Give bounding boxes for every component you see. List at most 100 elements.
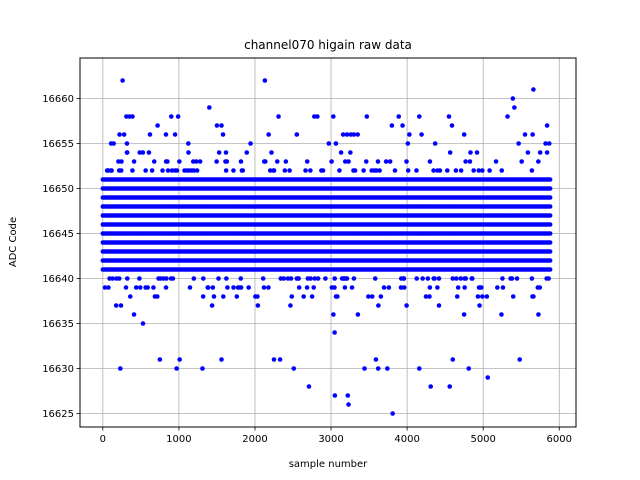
data-point: [463, 159, 468, 164]
data-point: [172, 132, 178, 137]
data-point: [332, 330, 337, 335]
data-point: [137, 276, 142, 281]
data-point: [547, 177, 553, 182]
data-point: [127, 294, 133, 299]
data-point: [461, 312, 467, 317]
y-tick-label: 16640: [42, 274, 74, 285]
y-axis-label: ADC Code: [8, 217, 19, 267]
data-point: [160, 168, 165, 173]
data-point: [140, 150, 146, 155]
data-point: [289, 294, 295, 299]
data-point: [210, 285, 216, 290]
data-point: [461, 132, 467, 137]
data-point: [404, 159, 409, 164]
data-point: [175, 114, 181, 119]
data-point: [211, 294, 217, 299]
data-point: [468, 150, 473, 155]
data-point: [355, 132, 360, 137]
data-point: [546, 141, 552, 146]
data-point: [480, 168, 485, 173]
data-point: [301, 294, 306, 299]
data-point: [400, 123, 405, 128]
data-point: [405, 168, 411, 173]
data-point: [352, 168, 358, 173]
data-point: [333, 141, 339, 146]
data-point: [118, 366, 123, 371]
data-point: [463, 276, 469, 281]
data-point: [191, 276, 197, 281]
data-point: [214, 123, 220, 128]
data-point: [396, 114, 402, 119]
data-point: [267, 168, 273, 173]
x-axis: 0 1000 2000 3000 4000 5000 6000: [100, 427, 572, 445]
data-point: [261, 159, 267, 164]
data-point: [349, 285, 355, 290]
data-point: [157, 357, 163, 362]
data-point: [155, 123, 160, 128]
data-point: [543, 141, 548, 146]
data-point: [238, 159, 244, 164]
data-point: [248, 141, 253, 146]
data-point: [500, 276, 505, 281]
data-point: [364, 114, 370, 119]
data-point: [419, 132, 424, 137]
data-point: [376, 303, 381, 308]
data-point: [407, 132, 412, 137]
data-point: [474, 150, 480, 155]
data-point: [118, 168, 124, 173]
data-point: [246, 285, 251, 290]
data-point: [427, 294, 432, 299]
data-point: [111, 141, 116, 146]
data-point: [536, 312, 541, 317]
data-point: [143, 168, 148, 173]
data-point: [200, 366, 205, 371]
data-point: [458, 276, 464, 281]
data-point: [517, 357, 523, 362]
data-point: [348, 150, 353, 155]
data-point: [216, 150, 222, 155]
data-point: [547, 231, 553, 236]
data-point: [177, 357, 182, 362]
data-point: [525, 150, 531, 155]
data-point: [110, 276, 115, 281]
data-point: [462, 285, 467, 290]
data-point: [119, 159, 124, 164]
data-point: [255, 294, 260, 299]
data-point: [337, 168, 342, 173]
data-point: [335, 294, 340, 299]
data-point: [271, 168, 277, 173]
data-point: [345, 393, 351, 398]
data-point: [436, 276, 442, 281]
data-point: [320, 168, 326, 173]
data-point: [361, 168, 366, 173]
data-point: [174, 366, 179, 371]
data-point: [416, 114, 422, 119]
data-point: [164, 276, 169, 281]
data-point: [223, 168, 229, 173]
data-point: [420, 276, 425, 281]
data-point: [163, 132, 169, 137]
data-point: [374, 168, 379, 173]
data-point: [369, 294, 375, 299]
data-point: [444, 168, 450, 173]
data-point: [288, 303, 293, 308]
x-tick-label: 3000: [318, 434, 343, 445]
x-tick-label: 1000: [166, 434, 191, 445]
data-point: [151, 159, 157, 164]
data-point: [121, 132, 127, 137]
data-point: [392, 168, 398, 173]
data-point: [387, 159, 393, 164]
data-point: [186, 141, 191, 146]
data-point: [471, 168, 476, 173]
data-point: [450, 357, 456, 362]
data-point: [133, 285, 139, 290]
data-point: [547, 240, 553, 245]
data-point: [209, 303, 215, 308]
data-point: [536, 159, 541, 164]
data-point: [220, 132, 226, 137]
data-point: [431, 168, 436, 173]
data-point: [244, 150, 250, 155]
data-point: [323, 276, 328, 281]
data-point: [547, 204, 553, 209]
data-point: [510, 96, 516, 101]
